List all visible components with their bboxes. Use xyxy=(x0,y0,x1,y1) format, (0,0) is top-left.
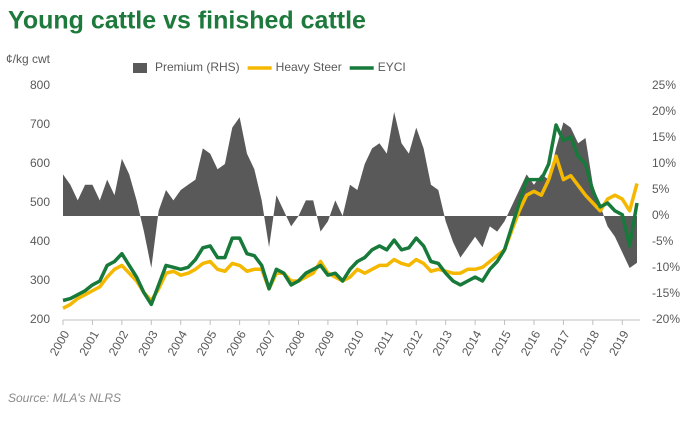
x-tick-label: 2019 xyxy=(606,328,632,358)
y2-tick-label: 0% xyxy=(652,208,670,222)
legend-swatch xyxy=(133,63,147,73)
y2-tick-label: -15% xyxy=(652,286,680,300)
y-tick-label: 200 xyxy=(30,312,50,326)
premium-area xyxy=(63,112,637,268)
y2-tick-label: 25% xyxy=(652,78,676,92)
legend-label: EYCI xyxy=(378,60,406,74)
x-tick-label: 2001 xyxy=(76,328,102,358)
x-tick-label: 2007 xyxy=(253,328,279,358)
y2-tick-label: 20% xyxy=(652,104,676,118)
legend-label: Heavy Steer xyxy=(276,60,342,74)
x-tick-label: 2017 xyxy=(547,328,573,358)
x-tick-label: 2009 xyxy=(312,328,338,358)
legend: Premium (RHS) Heavy Steer EYCI xyxy=(133,60,406,74)
y2-tick-label: 5% xyxy=(652,182,670,196)
y2-tick-label: -10% xyxy=(652,260,680,274)
x-tick-label: 2005 xyxy=(194,328,220,358)
y2-tick-label: 15% xyxy=(652,130,676,144)
x-tick-label: 2010 xyxy=(341,328,367,358)
y-tick-label: 800 xyxy=(30,78,50,92)
x-tick-label: 2004 xyxy=(165,328,191,358)
x-tick-label: 2011 xyxy=(371,328,396,358)
chart-title: Young cattle vs finished cattle xyxy=(8,7,366,35)
y2-tick-label: -20% xyxy=(652,312,680,326)
x-tick-label: 2015 xyxy=(488,328,514,358)
series-line xyxy=(62,123,639,307)
y-tick-label: 700 xyxy=(30,117,50,131)
y-tick-label: 500 xyxy=(30,195,50,209)
x-tick-label: 2003 xyxy=(135,328,161,358)
x-tick-label: 2014 xyxy=(459,328,485,358)
y-axis-label: ¢/kg cwt xyxy=(6,52,51,66)
x-tick-label: 2018 xyxy=(577,328,603,358)
x-tick-label: 2013 xyxy=(430,328,456,358)
x-tick-label: 2008 xyxy=(282,328,308,358)
y2-tick-label: -5% xyxy=(652,234,674,248)
x-tick-label: 2016 xyxy=(518,328,544,358)
x-tick-label: 2006 xyxy=(223,328,249,358)
y2-tick-label: 10% xyxy=(652,156,676,170)
x-tick-label: 2012 xyxy=(400,328,426,358)
y-tick-label: 600 xyxy=(30,156,50,170)
source: Source: MLA's NLRS xyxy=(8,391,121,405)
x-tick-label: 2002 xyxy=(106,328,132,358)
y-tick-label: 400 xyxy=(30,234,50,248)
legend-label: Premium (RHS) xyxy=(155,60,240,74)
y-tick-label: 300 xyxy=(30,273,50,287)
x-tick-label: 2000 xyxy=(47,328,73,358)
